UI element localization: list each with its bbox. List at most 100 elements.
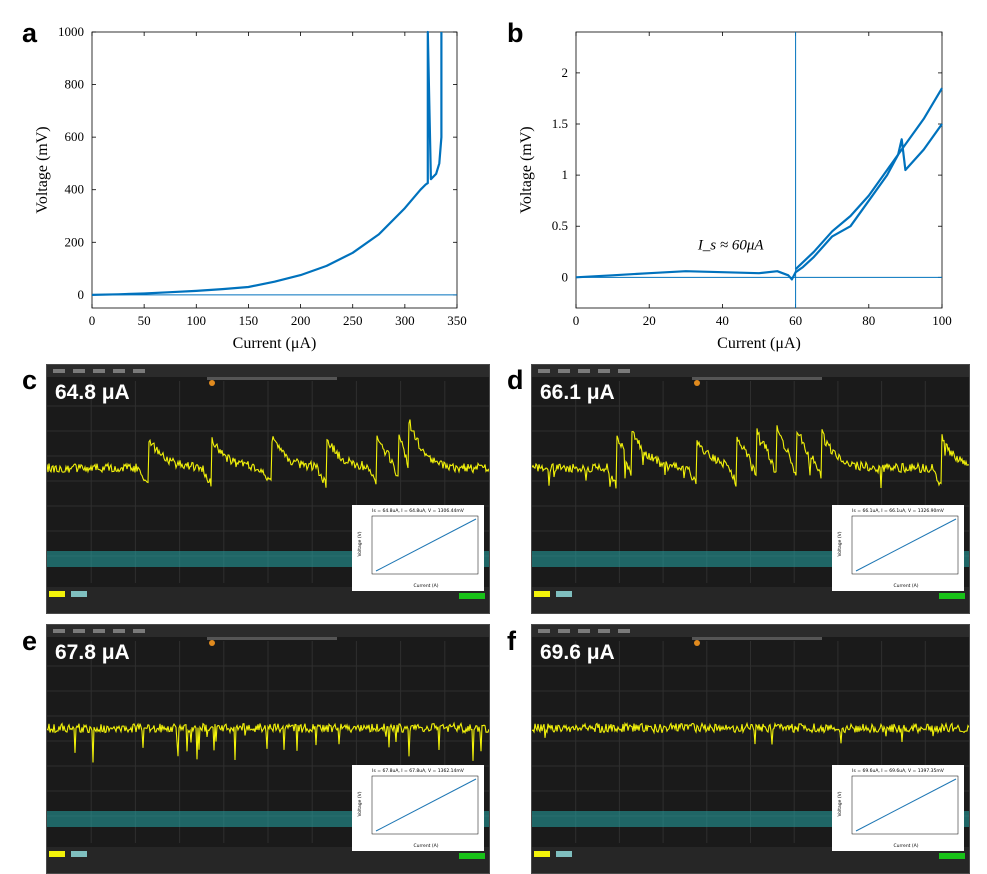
y-tick-label: 0 xyxy=(562,269,569,284)
scope-menu-item xyxy=(538,369,550,373)
y-tick-label: 0.5 xyxy=(552,218,568,233)
scope-current-label: 66.1 μA xyxy=(540,381,615,404)
trigger-marker xyxy=(209,380,215,386)
series-line-0 xyxy=(91,30,443,296)
series-line-0 xyxy=(575,123,943,281)
x-tick-label: 80 xyxy=(862,313,875,328)
inset-y-label: Voltage (V) xyxy=(837,531,843,556)
x-tick-label: 200 xyxy=(291,313,311,328)
x-tick-label: 350 xyxy=(447,313,467,328)
trigger-marker xyxy=(694,380,700,386)
inset-frame xyxy=(851,515,959,575)
y-tick-label: 1000 xyxy=(58,24,84,39)
scope-menu-item xyxy=(73,629,85,633)
inset-y-label: Voltage (V) xyxy=(837,791,843,816)
y-axis-label: Voltage (mV) xyxy=(34,126,51,213)
scope-menu-item xyxy=(578,369,590,373)
y-tick-label: 2 xyxy=(562,65,569,80)
panel-letter-e: e xyxy=(22,626,38,656)
scope-current-label: 64.8 μA xyxy=(55,381,130,404)
scope-menu-item xyxy=(133,629,145,633)
y-tick-label: 400 xyxy=(65,182,85,197)
x-tick-label: 0 xyxy=(89,313,96,328)
scope-menu-bar xyxy=(47,365,489,377)
inset-frame xyxy=(851,775,959,835)
inset-iv-line xyxy=(855,778,957,832)
y-tick-label: 800 xyxy=(65,77,85,92)
y-tick-label: 600 xyxy=(65,129,85,144)
scope-timebase-bar xyxy=(207,637,337,640)
inset-background xyxy=(352,765,484,851)
scope-menu-item xyxy=(558,369,570,373)
ch2-indicator xyxy=(556,591,572,597)
ch1-indicator xyxy=(49,851,65,857)
scope-timebase-bar xyxy=(207,377,337,380)
y-tick-label: 1.5 xyxy=(552,116,568,131)
ch2-indicator xyxy=(71,591,87,597)
inset-x-label: Current (A) xyxy=(414,843,439,849)
inset-iv-line xyxy=(855,518,957,572)
scope-status-bar xyxy=(47,587,489,613)
channel1-trace xyxy=(47,419,489,488)
inset-plot: Is = 66.1uA, I = 66.1uA, V = 1326.90mV Cu… xyxy=(832,505,964,591)
run-indicator xyxy=(939,593,965,599)
scope-panel-e: Is = 67.8uA, I = 67.8uA, V = 1362.14mV Cu… xyxy=(46,624,490,874)
x-tick-label: 100 xyxy=(187,313,207,328)
scope-menu-item xyxy=(73,369,85,373)
scope-menu-bar xyxy=(532,365,969,377)
scope-menu-item xyxy=(538,629,550,633)
x-axis-label: Current (μA) xyxy=(233,335,317,352)
scope-status-bar xyxy=(47,847,489,873)
inset-y-label: Voltage (V) xyxy=(357,791,363,816)
scope-menu-item xyxy=(618,369,630,373)
scope-current-label: 67.8 μA xyxy=(55,641,130,664)
x-tick-label: 40 xyxy=(716,313,729,328)
scope-panel-f: Is = 69.6uA, I = 69.6uA, V = 1397.35mV Cu… xyxy=(531,624,970,874)
plot-frame xyxy=(575,31,943,309)
x-tick-label: 50 xyxy=(138,313,151,328)
inset-title: Is = 66.1uA, I = 66.1uA, V = 1326.90mV xyxy=(852,508,945,514)
panel-letter-f: f xyxy=(507,626,516,656)
scope-panel-c: Is = 64.8uA, I = 64.8uA, V = 1306.44mV Cu… xyxy=(46,364,490,614)
scope-menu-item xyxy=(53,629,65,633)
scope-timebase-bar xyxy=(692,637,822,640)
chart-a: 0 50 100 150 200 250 300 350 0 200 400 600 800 1000 Cu… xyxy=(34,24,467,352)
channel1-trace xyxy=(532,721,969,745)
scope-menu-item xyxy=(113,629,125,633)
ch1-indicator xyxy=(49,591,65,597)
inset-plot: Is = 64.8uA, I = 64.8uA, V = 1306.44mV Cu… xyxy=(352,505,484,591)
inset-plot: Is = 67.8uA, I = 67.8uA, V = 1362.14mV Cu… xyxy=(352,765,484,851)
plot-frame xyxy=(91,31,458,309)
scope-menu-item xyxy=(558,629,570,633)
y-axis-label: Voltage (mV) xyxy=(518,126,535,213)
ch1-indicator xyxy=(534,851,550,857)
inset-title: Is = 67.8uA, I = 67.8uA, V = 1362.14mV xyxy=(372,768,465,774)
ch2-indicator xyxy=(556,851,572,857)
series-line-1 xyxy=(794,87,943,270)
threshold-annotation: I_s ≈ 60μA xyxy=(697,238,765,254)
inset-background xyxy=(832,765,964,851)
scope-menu-item xyxy=(598,369,610,373)
inset-x-label: Current (A) xyxy=(894,843,919,849)
scope-menu-item xyxy=(53,369,65,373)
panel-letter-d: d xyxy=(507,365,524,395)
scope-menu-item xyxy=(598,629,610,633)
ch1-indicator xyxy=(534,591,550,597)
run-indicator xyxy=(939,853,965,859)
x-tick-label: 0 xyxy=(573,313,580,328)
scope-panel-d: Is = 66.1uA, I = 66.1uA, V = 1326.90mV Cu… xyxy=(531,364,970,614)
x-tick-label: 250 xyxy=(343,313,363,328)
run-indicator xyxy=(459,853,485,859)
inset-x-label: Current (A) xyxy=(414,583,439,589)
scope-menu-item xyxy=(93,369,105,373)
inset-background xyxy=(352,505,484,591)
panel-letter-c: c xyxy=(22,365,38,395)
inset-frame xyxy=(371,515,479,575)
scope-status-bar xyxy=(532,847,969,873)
x-axis-label: Current (μA) xyxy=(717,335,801,352)
y-tick-label: 200 xyxy=(65,234,85,249)
y-tick-label: 1 xyxy=(562,167,569,182)
ch2-indicator xyxy=(71,851,87,857)
x-tick-label: 300 xyxy=(395,313,415,328)
panel-letter-b: b xyxy=(507,18,524,48)
